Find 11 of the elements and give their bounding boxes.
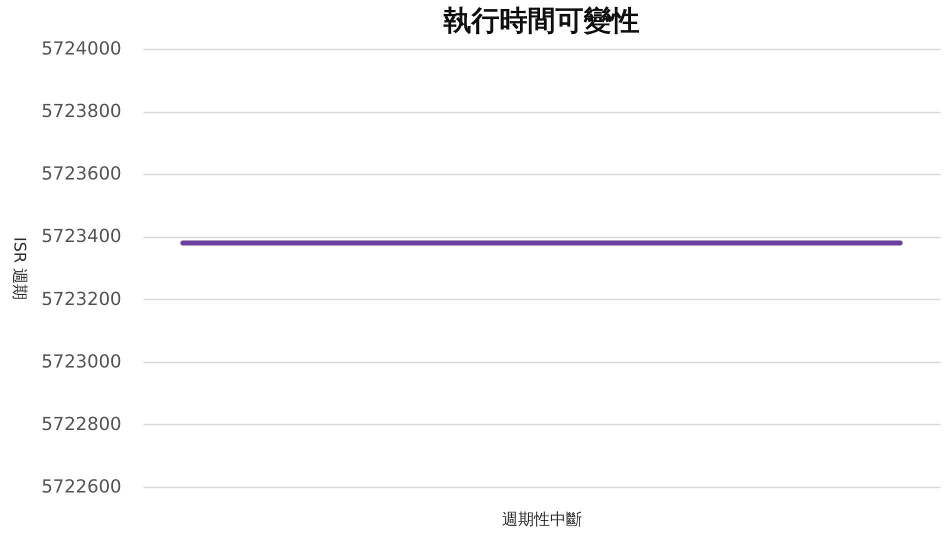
y-tick-label: 5724000: [41, 38, 122, 60]
y-tick-label: 5723400: [41, 226, 122, 248]
y-tick-label: 5723800: [41, 101, 122, 122]
y-tick-label: 5723200: [41, 288, 122, 310]
y-tick-label: 5722600: [41, 476, 122, 498]
x-axis-title: 週期性中斷: [502, 510, 582, 528]
y-tick-label: 5722800: [41, 414, 122, 435]
y-tick-label: 5723600: [41, 164, 122, 185]
chart-title: 執行時間可變性: [442, 4, 640, 37]
y-tick-label: 5723000: [41, 351, 122, 372]
y-axis-title: ISR 週期: [10, 236, 30, 300]
